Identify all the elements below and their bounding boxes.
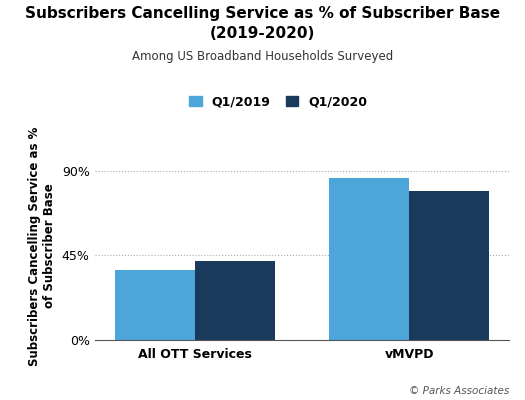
Bar — [195, 261, 275, 340]
Y-axis label: Subscribers Cancelling Service as %
of Subscriber Base: Subscribers Cancelling Service as % of S… — [28, 126, 56, 366]
Text: (2019-2020): (2019-2020) — [210, 26, 315, 41]
Text: © Parks Associates: © Parks Associates — [409, 386, 509, 396]
Bar — [329, 178, 409, 340]
Text: Among US Broadband Households Surveyed: Among US Broadband Households Surveyed — [132, 50, 393, 63]
Bar — [409, 192, 489, 340]
Legend: Q1/2019, Q1/2020: Q1/2019, Q1/2020 — [184, 90, 372, 113]
Bar — [114, 270, 195, 340]
Text: Subscribers Cancelling Service as % of Subscriber Base: Subscribers Cancelling Service as % of S… — [25, 6, 500, 21]
